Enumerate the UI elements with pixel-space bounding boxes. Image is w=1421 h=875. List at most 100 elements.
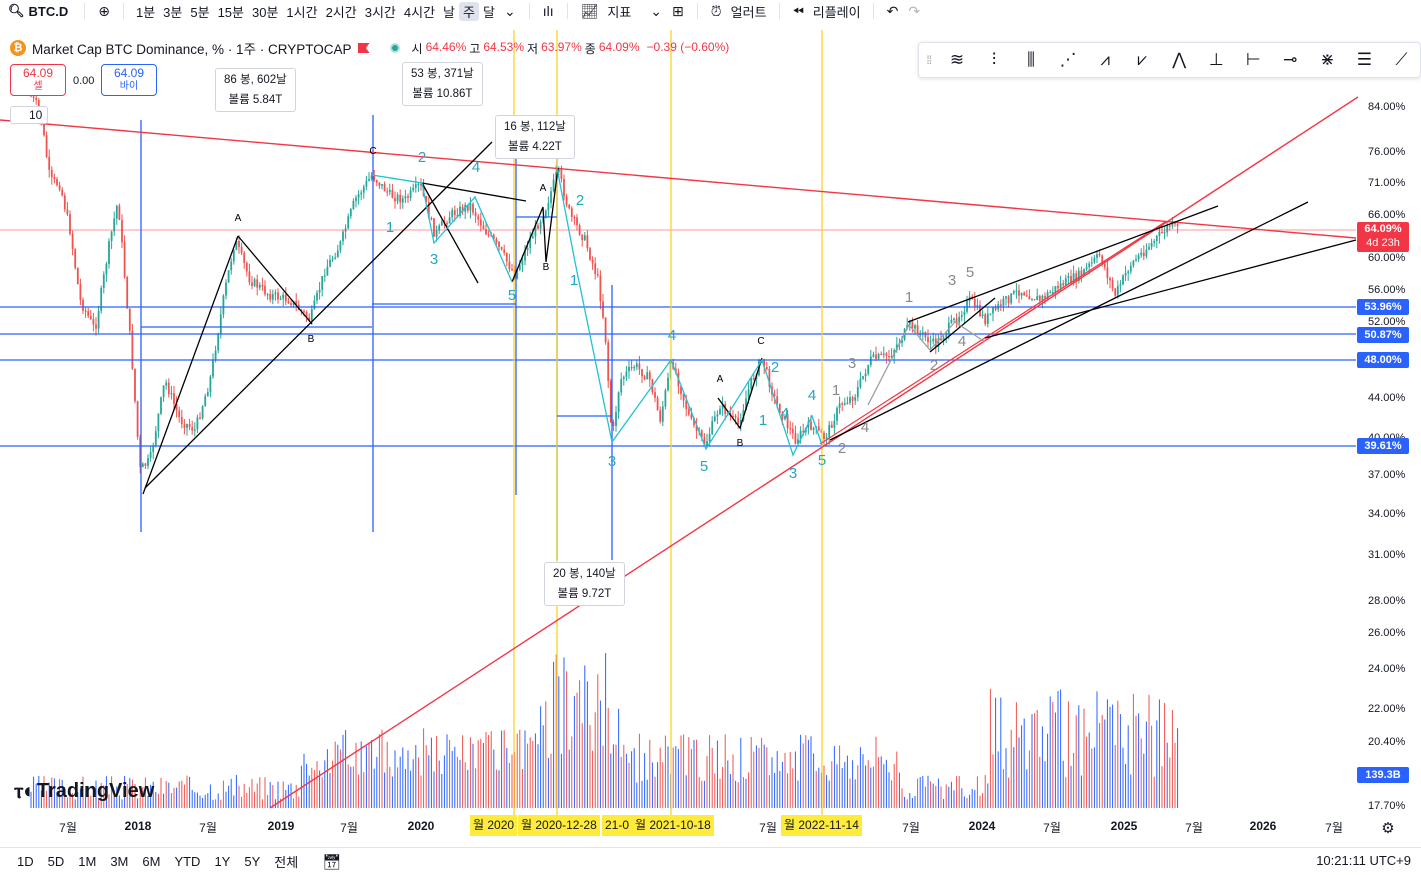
candle-body [716, 414, 719, 417]
interval-3h[interactable]: 3시간 [364, 4, 396, 20]
candle-body [609, 381, 612, 422]
range-1m[interactable]: 1M [78, 854, 97, 869]
elliott-triangle-icon[interactable]: ⋀ [1172, 50, 1187, 69]
quantity-field[interactable]: 10 [10, 106, 48, 124]
tradingview-logo[interactable]: ⲧ◖ TradingView [14, 778, 154, 804]
compare-add-icon[interactable]: ⊕ [98, 2, 110, 19]
date-range-icon[interactable]: ⊢ [1245, 50, 1261, 69]
range-ytd[interactable]: YTD [174, 854, 201, 869]
price-tick: 22.00% [1368, 703, 1406, 715]
candle-body [591, 259, 594, 264]
candle-body [976, 305, 979, 308]
range-info-box[interactable]: 20 봉, 140날 볼륨 9.72T [544, 562, 625, 606]
range-1d[interactable]: 1D [17, 854, 34, 869]
chevron-down-icon[interactable]: ⌄ [503, 2, 516, 19]
fib-retracement-icon[interactable]: ☰ [1356, 50, 1372, 69]
interval-1h[interactable]: 1시간 [286, 4, 318, 20]
candle-body [440, 221, 443, 226]
buy-button[interactable]: 64.09 바이 [101, 64, 157, 96]
regression-trend-icon[interactable]: ≋ [949, 50, 965, 69]
high-value: 64.53% [483, 39, 525, 54]
sell-button[interactable]: 64.09 셀 [10, 64, 66, 96]
range-1y[interactable]: 1Y [214, 854, 231, 869]
candle-body [396, 194, 399, 202]
candle-body [316, 292, 318, 301]
interval-day[interactable]: 날 [443, 4, 456, 20]
elliott-wave-label: 1 [386, 219, 394, 236]
horizontal-ray-icon[interactable]: ⊸ [1283, 50, 1298, 69]
candle-body [518, 265, 521, 270]
replay-button[interactable]: 리플레이 [812, 4, 861, 20]
range-5d[interactable]: 5D [47, 854, 65, 869]
candle-body [347, 216, 350, 229]
interval-month[interactable]: 달 [482, 4, 495, 20]
chevron-down-icon[interactable]: ⌄ [650, 2, 663, 19]
chart-canvas[interactable]: 2413213512345454135241324ABCABCABC [0, 24, 1421, 840]
elliott-impulse-icon[interactable]: ⩘ [1100, 50, 1110, 69]
candle-body [368, 179, 370, 181]
symbol-search[interactable]: 🔍︎ BTC.D [0, 3, 76, 19]
date-range-icon[interactable]: 📅︎ [322, 853, 342, 871]
range-volume: 볼륨 5.84T [228, 94, 283, 106]
range-5y[interactable]: 5Y [244, 854, 261, 869]
red-trendline [0, 119, 1357, 239]
flag-icon[interactable] [357, 43, 370, 53]
alert-button[interactable]: 얼러트 [730, 4, 767, 20]
candle-body [477, 216, 480, 220]
candle-body [656, 397, 659, 411]
settings-gear-icon[interactable]: ⚙︎ [1381, 820, 1395, 837]
range-info-box[interactable]: 86 봉, 602날 볼륨 5.84T [215, 68, 296, 112]
time-tick: 7월 [59, 821, 77, 835]
elliott-correction-icon[interactable]: ⩗ [1137, 50, 1147, 69]
indicators-button[interactable]: 지표 [607, 4, 632, 20]
range-3m[interactable]: 3M [110, 854, 129, 869]
candle-body [789, 427, 792, 430]
gann-fan-icon[interactable]: ⋇ [1320, 50, 1335, 69]
candle-type-icon[interactable]: ılı [542, 3, 554, 19]
alert-icon[interactable]: ⏰︎ [710, 2, 722, 19]
elliott-wave-label: 4 [781, 405, 789, 422]
candle-body [193, 429, 196, 431]
interval-30m[interactable]: 30분 [252, 4, 279, 20]
drag-handle-icon[interactable]: ⁞⁞ [926, 53, 932, 67]
interval-1m[interactable]: 1분 [135, 4, 156, 20]
candle-body [89, 315, 92, 319]
candle-body [438, 225, 441, 231]
range-all[interactable]: 전체 [274, 855, 299, 870]
interval-2h[interactable]: 2시간 [325, 4, 357, 20]
candle-body [370, 175, 373, 180]
range-info-box[interactable]: 16 봉, 112날 볼륨 4.22T [495, 115, 575, 159]
candle-body [612, 421, 615, 426]
interval-15m[interactable]: 15분 [217, 4, 244, 20]
candle-body [32, 96, 35, 98]
schiff-pitchfork-icon[interactable]: ⫼ [1027, 50, 1035, 69]
range-info-box[interactable]: 53 봉, 371날 볼륨 10.86T [402, 62, 483, 106]
replay-icon[interactable]: ⏪︎ [792, 2, 804, 19]
red-trendline [819, 221, 1166, 445]
long-position-icon[interactable]: ⊥ [1208, 50, 1224, 69]
time-axis[interactable]: 7월 2018 7월 2019 7월 2020 월 2020 월 2020-12… [0, 815, 1421, 839]
pitchfork-icon[interactable]: ⫶ [991, 50, 997, 69]
undo-icon[interactable]: ↶ [886, 2, 899, 19]
trend-line-icon[interactable]: ⟋ [1395, 50, 1408, 69]
interval-4h[interactable]: 4시간 [403, 4, 436, 20]
interval-5m[interactable]: 5분 [190, 4, 210, 20]
candle-body [1166, 225, 1169, 233]
time-tick: 2018 [124, 819, 152, 833]
candle-body [446, 223, 448, 225]
range-6m[interactable]: 6M [142, 854, 161, 869]
ohlc-values: 시 64.46% 고 64.53% 저 63.97% 종 64.09% −0.39 (−… [412, 40, 730, 57]
candle-body [1044, 295, 1046, 299]
chart-pane[interactable]: 2413213512345454135241324ABCABCABC [0, 24, 1421, 840]
indicators-icon[interactable]: 📈︎ [580, 2, 599, 19]
candle-body [264, 285, 266, 295]
clock[interactable]: 10:21:11 UTC+9 [1316, 853, 1411, 868]
redo-icon[interactable]: ↷ [908, 2, 921, 19]
interval-week[interactable]: 주 [459, 1, 479, 21]
candle-body [786, 416, 789, 428]
legend-title[interactable]: Market Cap BTC Dominance, % · 1주 · CRYPT… [32, 42, 352, 57]
fib-fan-icon[interactable]: ⋰ [1059, 50, 1077, 69]
candle-body [375, 180, 378, 183]
interval-3m[interactable]: 3분 [163, 4, 183, 20]
layouts-icon[interactable]: ⊞ [672, 2, 684, 19]
